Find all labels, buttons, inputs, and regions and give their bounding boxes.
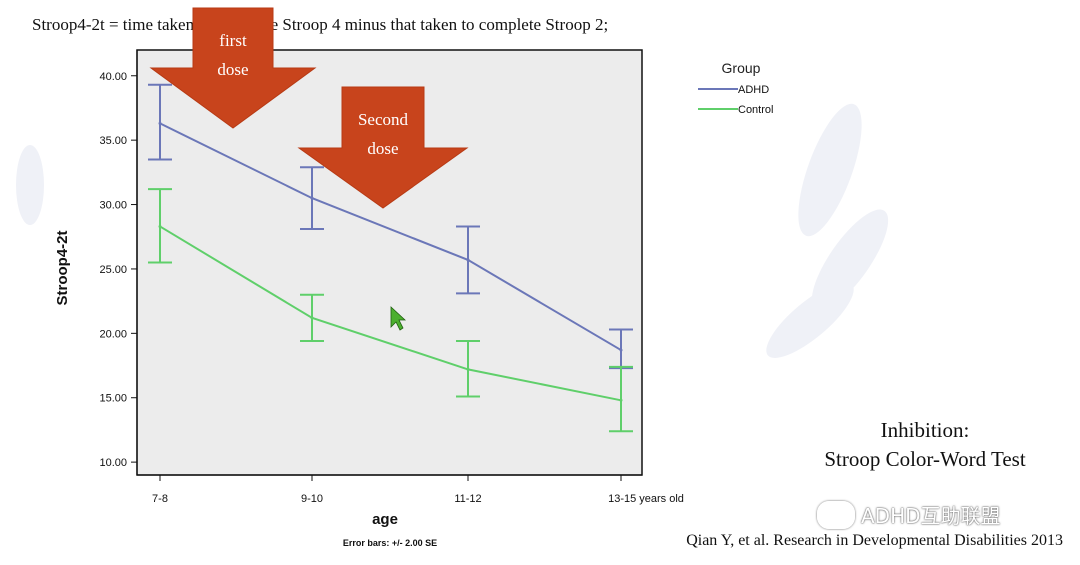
- legend-title: Group: [722, 60, 761, 76]
- series-line: [159, 122, 622, 351]
- first-dose-label-line1: first: [219, 31, 247, 50]
- y-tick-label: 15.00: [99, 393, 127, 405]
- y-tick-label: 35.00: [99, 135, 127, 147]
- x-tick-label: 9-10: [301, 493, 323, 505]
- chat-bubble-icon: [817, 500, 855, 529]
- y-tick-label: 10.00: [99, 457, 127, 469]
- data-point: [158, 224, 162, 228]
- second-dose-arrow: Second dose: [297, 86, 469, 209]
- x-tick-label: 13-15 years old: [608, 493, 684, 505]
- legend: Group ADHD Control: [698, 60, 773, 116]
- slide-title-line2: Stroop Color-Word Test: [824, 447, 1026, 471]
- laurel-watermark-icon: [16, 103, 889, 358]
- series-control: [148, 188, 633, 433]
- x-axis-label: age: [372, 511, 398, 528]
- y-axis-label: Stroop4-2t: [54, 230, 71, 305]
- error-bar-footnote: Error bars: +/- 2.00 SE: [343, 538, 437, 548]
- citation: Qian Y, et al. Research in Developmental…: [686, 532, 1063, 549]
- mouse-cursor-icon: [390, 306, 407, 331]
- series-adhd: [148, 83, 633, 370]
- second-dose-label-line2: dose: [367, 139, 398, 158]
- legend-label-adhd: ADHD: [738, 84, 769, 96]
- data-point: [158, 121, 162, 125]
- y-tick-label: 25.00: [99, 264, 127, 276]
- data-point: [310, 316, 314, 320]
- first-dose-label-line2: dose: [217, 60, 248, 79]
- series-line: [159, 225, 622, 402]
- second-dose-label-line1: Second: [358, 110, 409, 129]
- watermark: ADHD互助联盟: [817, 500, 1001, 529]
- data-point: [619, 348, 623, 352]
- y-tick-label: 20.00: [99, 328, 127, 340]
- legend-label-control: Control: [738, 104, 773, 116]
- data-point: [466, 367, 470, 371]
- x-tick-label: 11-12: [454, 493, 481, 505]
- first-dose-arrow: first dose: [149, 7, 317, 129]
- series-layer: [148, 83, 633, 433]
- slide-caption: Stroop4-2t = time taken to complete Stro…: [32, 15, 608, 34]
- y-tick-label: 30.00: [99, 200, 127, 212]
- slide-title-line1: Inhibition:: [881, 418, 970, 442]
- y-tick-group: 10.00 15.00 20.00 25.00 30.00 35.00 40.00: [99, 71, 137, 469]
- data-point: [466, 258, 470, 262]
- x-tick-group: 7-8 9-10 11-12 13-15 years old: [152, 475, 684, 505]
- y-tick-label: 40.00: [99, 71, 127, 83]
- data-point: [619, 398, 623, 402]
- x-tick-label: 7-8: [152, 493, 168, 505]
- data-point: [310, 196, 314, 200]
- watermark-text: ADHD互助联盟: [861, 504, 1001, 528]
